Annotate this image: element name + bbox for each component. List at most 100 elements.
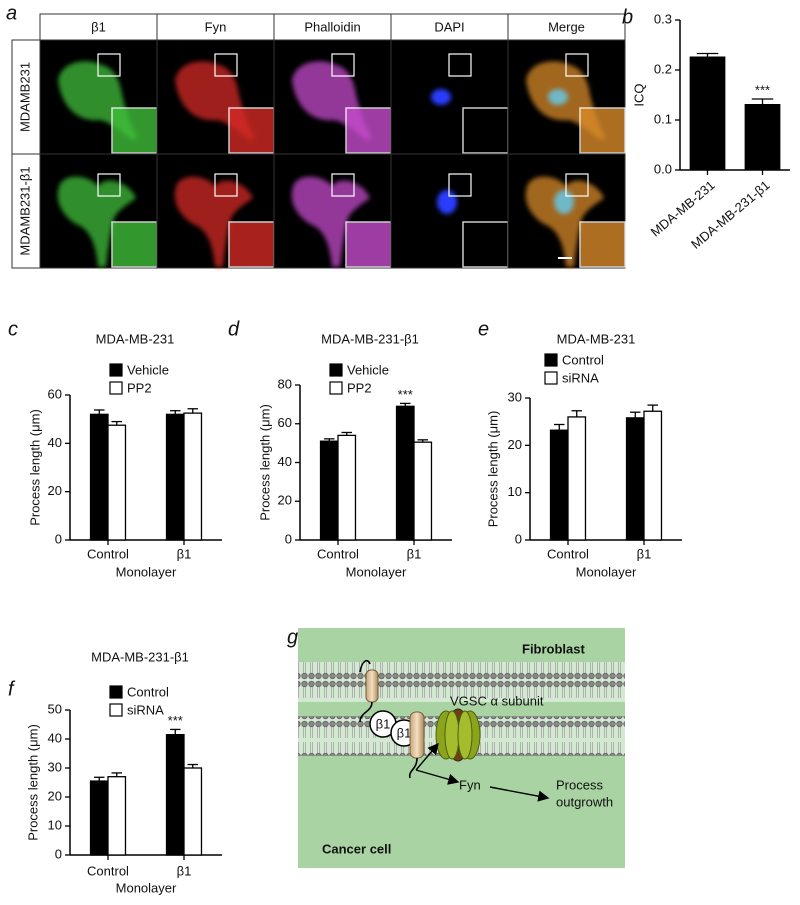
y-tick-label: 0.2 bbox=[654, 61, 672, 76]
nucleus bbox=[437, 190, 457, 214]
column-header: Fyn bbox=[205, 19, 227, 34]
y-axis-label: Process length (μm) bbox=[257, 404, 272, 521]
error-bar bbox=[554, 423, 565, 431]
bar bbox=[549, 429, 569, 541]
beta1-label: β1 bbox=[397, 725, 412, 740]
y-tick-label: 20 bbox=[508, 437, 522, 452]
legend-label: PP2 bbox=[347, 380, 372, 395]
row-label-box bbox=[11, 153, 41, 269]
panel-letter: c bbox=[8, 318, 18, 340]
inset bbox=[345, 107, 392, 154]
bar bbox=[567, 416, 587, 541]
cell bbox=[58, 53, 158, 154]
y-axis-label: Process length (μm) bbox=[485, 411, 500, 528]
cell bbox=[291, 173, 392, 268]
diagram: g β1 β1 VGSC α subunit Fibroblast Fyn Pr… bbox=[287, 626, 625, 868]
cell-body bbox=[174, 176, 253, 267]
legend-label: Control bbox=[127, 684, 169, 699]
y-tick-label: 40 bbox=[48, 435, 62, 450]
beta1-cancer bbox=[409, 711, 425, 759]
cell bbox=[57, 173, 158, 268]
beta1-label: β1 bbox=[376, 716, 391, 731]
y-tick-label: 0.3 bbox=[654, 11, 672, 26]
column-header-box bbox=[156, 13, 275, 41]
bar bbox=[319, 440, 339, 541]
column-header: Merge bbox=[548, 19, 585, 34]
y-axis-label: ICQ bbox=[631, 83, 646, 106]
legend-swatch bbox=[544, 353, 558, 367]
error-bar bbox=[571, 410, 582, 417]
significance: *** bbox=[398, 387, 413, 402]
legend-label: Vehicle bbox=[127, 362, 169, 377]
roi-box bbox=[214, 53, 238, 77]
error-bar bbox=[751, 98, 774, 104]
micrograph-panel: β1 Fyn Phalloidin DAPI Merge MDAMB231 MDAMB231… bbox=[11, 13, 626, 269]
inset bbox=[111, 221, 158, 268]
legend-swatch bbox=[109, 703, 123, 717]
outcome-label: Process bbox=[556, 777, 603, 792]
inset bbox=[228, 107, 275, 154]
chart-title: MDA-MB-231-β1 bbox=[91, 649, 189, 664]
bar bbox=[89, 413, 109, 541]
arrow bbox=[415, 742, 439, 771]
tail bbox=[408, 757, 418, 779]
vgsc-label: VGSC α subunit bbox=[450, 693, 544, 708]
bar bbox=[165, 734, 185, 856]
y-tick-label: 0 bbox=[515, 531, 522, 546]
roi-box bbox=[565, 53, 589, 77]
panel-letter: b bbox=[622, 6, 633, 28]
error-bar bbox=[187, 408, 198, 414]
column-header: DAPI bbox=[434, 19, 464, 34]
cell bbox=[526, 53, 626, 154]
x-axis-label: Monolayer bbox=[116, 880, 177, 895]
inset bbox=[228, 221, 275, 268]
y-tick-label: 10 bbox=[48, 817, 62, 832]
y-tick-label: 10 bbox=[508, 484, 522, 499]
row-label: MDAMB231-β1 bbox=[17, 166, 32, 255]
panel-letter: f bbox=[8, 678, 16, 700]
linker bbox=[359, 701, 373, 723]
row-label-box bbox=[11, 39, 41, 155]
x-axis-label: Monolayer bbox=[346, 564, 407, 579]
fibroblast-membrane bbox=[298, 662, 625, 702]
x-axis-label: Monolayer bbox=[116, 564, 177, 579]
panel-letter: g bbox=[287, 626, 298, 648]
fibroblast-label: Fibroblast bbox=[522, 641, 586, 656]
legend-label: siRNA bbox=[562, 370, 599, 385]
roi-box bbox=[97, 173, 121, 197]
legend-swatch bbox=[544, 371, 558, 385]
panel-letter: d bbox=[228, 318, 240, 340]
inset bbox=[579, 221, 626, 268]
bar bbox=[337, 434, 357, 541]
roi-box bbox=[331, 53, 355, 77]
x-tick-label: Control bbox=[87, 546, 129, 561]
y-tick-label: 0.0 bbox=[654, 161, 672, 176]
roi-box bbox=[97, 53, 121, 77]
x-tick-label: β1 bbox=[177, 863, 192, 878]
y-tick-label: 40 bbox=[48, 730, 62, 745]
panel-letter: e bbox=[478, 318, 489, 340]
y-tick-label: 20 bbox=[278, 493, 292, 508]
column-header-box bbox=[39, 13, 158, 41]
error-bar bbox=[630, 411, 641, 418]
error-bar bbox=[696, 52, 719, 57]
bar bbox=[744, 104, 781, 170]
nucleus bbox=[554, 190, 574, 214]
nucleus bbox=[431, 89, 451, 105]
column-header: β1 bbox=[91, 19, 106, 34]
cell-body bbox=[291, 176, 370, 267]
error-bar bbox=[94, 409, 105, 415]
y-tick-label: 40 bbox=[278, 454, 292, 469]
legend-swatch bbox=[109, 685, 123, 699]
x-tick-label: β1 bbox=[407, 546, 422, 561]
arrow bbox=[415, 769, 460, 785]
y-tick-label: 20 bbox=[48, 483, 62, 498]
cell bbox=[431, 53, 509, 154]
bar bbox=[413, 441, 433, 541]
legend-label: Control bbox=[562, 352, 604, 367]
fyn-label: Fyn bbox=[459, 777, 481, 792]
y-axis-label: Process length (μm) bbox=[27, 409, 42, 526]
nucleus bbox=[548, 89, 568, 105]
y-axis-label: Process length (μm) bbox=[25, 724, 40, 841]
